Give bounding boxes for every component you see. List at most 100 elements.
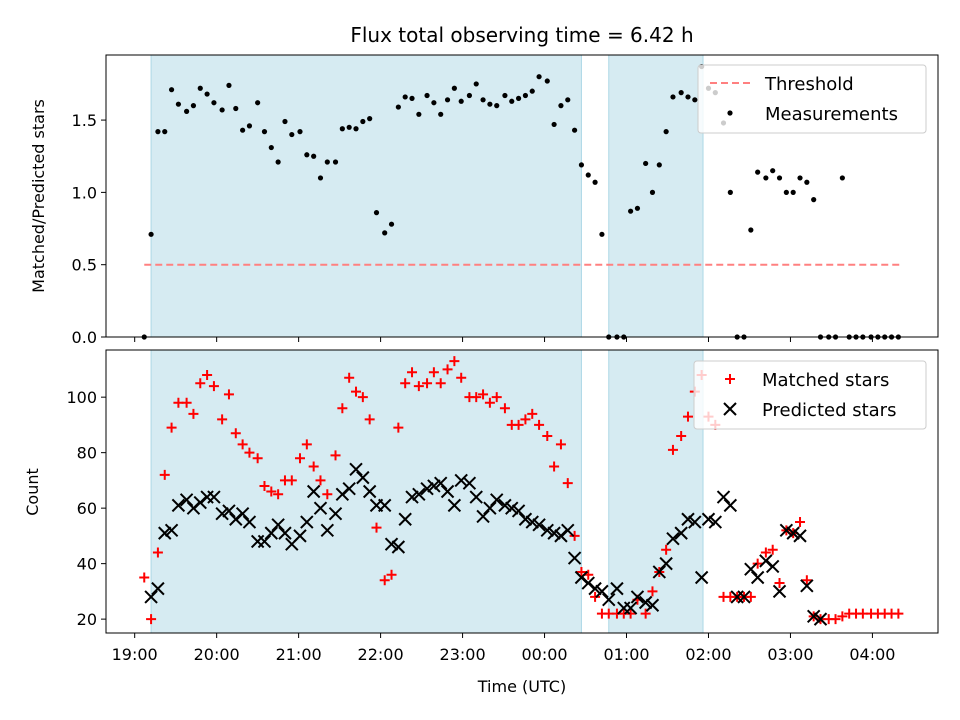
x-tick-label: 03:00: [767, 645, 813, 664]
matched-star-point: [195, 378, 206, 389]
measurement-point: [388, 221, 395, 227]
predicted-star-point: [638, 595, 653, 610]
predicted-star-point: [505, 501, 519, 515]
x-tick-label: 19:00: [112, 645, 158, 664]
measurement-point: [409, 95, 415, 101]
predicted-star-point: [688, 515, 702, 529]
predicted-star-point: [257, 534, 272, 549]
measurement-point: [585, 172, 591, 178]
top-panel: 0.0 0.5 1.0 1.5 Matched/Predicted stars Thr…: [29, 54, 939, 347]
matched-star-point: [344, 372, 355, 383]
predicted-star-point: [525, 515, 539, 529]
measurement-point: [317, 175, 324, 181]
measurement-point: [240, 127, 246, 133]
predicted-star-point: [645, 598, 660, 612]
predicted-star-point: [412, 487, 426, 501]
predicted-star-point: [242, 515, 257, 529]
matched-star-point: [576, 566, 587, 577]
predicted-star-point: [420, 482, 434, 496]
predicted-star-point: [278, 526, 292, 540]
matched-star-points: [139, 356, 904, 625]
predicted-star-point: [737, 590, 751, 604]
measurement-point: [416, 111, 422, 117]
matched-star-point: [456, 372, 467, 383]
legend-threshold-label: Threshold: [764, 74, 854, 95]
bottom-legend-box: [693, 360, 927, 430]
predicted-star-point: [750, 570, 765, 585]
matched-star-point: [676, 431, 687, 442]
measurement-point: [402, 94, 408, 100]
measurement-point: [536, 74, 542, 80]
matched-star-point: [795, 517, 806, 528]
matched-star-point: [259, 480, 270, 491]
measurement-point: [204, 91, 210, 97]
matched-star-point: [767, 544, 778, 555]
measurement-point: [275, 159, 281, 165]
matched-star-point: [513, 419, 524, 430]
matched-star-point: [386, 569, 397, 580]
matched-star-point: [400, 378, 411, 389]
measurement-point: [246, 123, 253, 129]
matched-star-point: [308, 461, 319, 472]
predicted-star-point: [313, 501, 328, 515]
top-y-axis-label: Matched/Predicted stars: [29, 99, 48, 293]
predicted-star-point: [666, 531, 680, 546]
matched-star-point: [286, 475, 297, 486]
measurement-point: [168, 87, 175, 93]
predicted-star-point: [349, 462, 363, 477]
measurement-point: [790, 189, 796, 195]
matched-star-point: [774, 578, 785, 589]
predicted-star-point: [144, 590, 158, 604]
measurement-point: [431, 100, 437, 106]
matched-star-point: [413, 381, 424, 392]
matched-star-point: [208, 381, 219, 392]
measurement-point: [211, 100, 217, 106]
measurement-point: [797, 175, 803, 181]
predicted-star-point: [342, 482, 356, 496]
x-tick-label: 23:00: [440, 645, 486, 664]
matched-star-point: [223, 389, 234, 400]
shaded-interval: [608, 349, 704, 634]
matched-star-point: [371, 522, 382, 533]
x-tick-label: 21:00: [276, 645, 322, 664]
y-tick-label: 40: [77, 555, 97, 574]
predicted-star-point: [434, 476, 448, 490]
matched-star-point: [661, 544, 672, 555]
top-x-ticks: [134, 337, 873, 342]
matched-star-point: [244, 447, 255, 458]
predicted-star-point: [293, 529, 307, 543]
measurement-point: [678, 90, 684, 96]
predicted-star-point: [540, 523, 554, 538]
measurement-point: [592, 179, 598, 185]
bottom-x-ticks: 19:00 20:00 21:00 22:00 23:00 00:00 01:00 02:00…: [112, 633, 895, 664]
matched-star-point: [499, 403, 510, 414]
measurement-point: [261, 129, 268, 135]
measurement-point: [233, 105, 239, 112]
predicted-star-point: [561, 523, 575, 538]
predicted-star-point: [362, 484, 377, 499]
predicted-star-point: [623, 601, 638, 615]
matched-star-point: [422, 378, 433, 389]
matched-star-point: [393, 422, 404, 433]
measurement-point: [190, 103, 197, 109]
bottom-y-ticks: 20 40 60 80 100: [66, 388, 106, 629]
measurement-point: [515, 95, 522, 101]
matched-star-point: [379, 575, 390, 586]
y-tick-label: 0.0: [72, 328, 97, 347]
measurement-point: [382, 230, 388, 236]
predicted-star-point: [391, 540, 406, 554]
measurement-point: [578, 162, 585, 168]
predicted-star-point: [235, 506, 250, 521]
measurement-point: [373, 210, 380, 216]
predicted-star-point: [518, 512, 533, 526]
predicted-star-point: [630, 590, 645, 604]
predicted-star-point: [659, 556, 673, 571]
predicted-star-point: [765, 559, 780, 574]
matched-star-point: [491, 392, 502, 403]
predicted-star-point: [490, 493, 504, 507]
matched-star-point: [745, 591, 756, 602]
measurement-point: [692, 97, 698, 103]
measurement-point: [175, 101, 182, 107]
matched-star-point: [357, 392, 368, 403]
